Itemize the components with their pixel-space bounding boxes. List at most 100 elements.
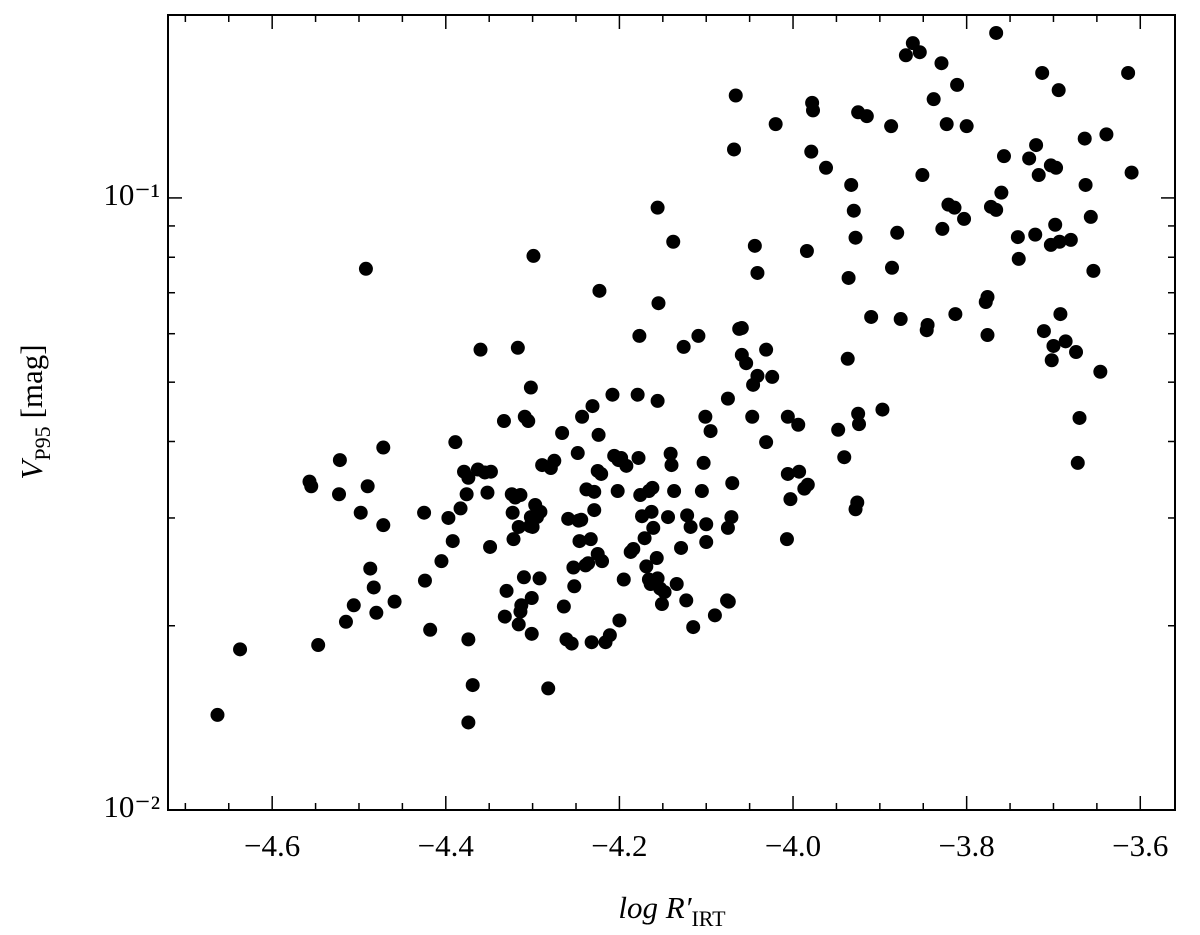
point (465, 678, 480, 693)
point (363, 561, 378, 576)
y-label-sub: P95 (30, 426, 55, 460)
point (1063, 232, 1078, 247)
point (957, 211, 972, 226)
point (594, 466, 609, 481)
point (680, 508, 695, 523)
point (587, 484, 602, 499)
point (473, 342, 488, 357)
point (524, 591, 539, 606)
x-label-sub: IRT (691, 906, 726, 931)
point (376, 518, 391, 533)
point (831, 422, 846, 437)
point (639, 559, 654, 574)
point (651, 296, 666, 311)
point (441, 510, 456, 525)
point (572, 534, 587, 549)
point (584, 635, 599, 650)
point (561, 511, 576, 526)
point (654, 597, 669, 612)
point (1058, 334, 1073, 349)
point (646, 520, 661, 535)
point (669, 577, 684, 592)
y-tick-label: 10⁻² (103, 789, 160, 824)
point (980, 289, 995, 304)
point (657, 585, 672, 600)
point (1077, 131, 1092, 146)
point (1022, 151, 1037, 166)
point (707, 608, 722, 623)
point (366, 580, 381, 595)
point (387, 594, 402, 609)
point (691, 328, 706, 343)
point (1070, 455, 1085, 470)
point (768, 117, 783, 132)
point (632, 328, 647, 343)
point (483, 539, 498, 554)
point (745, 409, 760, 424)
point (1093, 364, 1108, 379)
point (926, 92, 941, 107)
point (661, 510, 676, 525)
point (759, 435, 774, 450)
point (1086, 263, 1101, 278)
point (649, 551, 664, 566)
point (676, 339, 691, 354)
point (523, 380, 538, 395)
point (532, 571, 547, 586)
point (994, 185, 1009, 200)
point (674, 540, 689, 555)
point (311, 638, 326, 653)
point (650, 200, 665, 215)
point (332, 453, 347, 468)
point (996, 149, 1011, 164)
point (581, 556, 596, 571)
point (852, 417, 867, 432)
point (725, 476, 740, 491)
point (884, 260, 899, 275)
point (939, 117, 954, 132)
point (547, 453, 562, 468)
point (1051, 83, 1066, 98)
point (720, 391, 735, 406)
point (1049, 160, 1064, 175)
point (1046, 338, 1061, 353)
point (650, 393, 665, 408)
point (1036, 324, 1051, 339)
point (448, 435, 463, 450)
point (533, 504, 548, 519)
point (1052, 234, 1067, 249)
point (664, 458, 679, 473)
point (555, 425, 570, 440)
point (935, 221, 950, 236)
point (626, 541, 641, 556)
point (934, 56, 949, 71)
point (376, 440, 391, 455)
point (759, 342, 774, 357)
point (698, 409, 713, 424)
point (526, 248, 541, 263)
point (575, 409, 590, 424)
point (511, 519, 526, 534)
point (1029, 138, 1044, 153)
point (1124, 165, 1139, 180)
point (592, 283, 607, 298)
point (459, 487, 474, 502)
point (851, 406, 866, 421)
point (663, 446, 678, 461)
point (574, 512, 589, 527)
point (513, 488, 528, 503)
point (948, 307, 963, 322)
point (1083, 209, 1098, 224)
y-label-unit: [mag] (14, 344, 49, 418)
point (980, 328, 995, 343)
point (1035, 65, 1050, 80)
point (947, 200, 962, 215)
point (840, 351, 855, 366)
point (583, 532, 598, 547)
point (819, 160, 834, 175)
x-tick-label: −4.6 (244, 828, 300, 863)
point (666, 234, 681, 249)
point (890, 225, 905, 240)
point (616, 572, 631, 587)
